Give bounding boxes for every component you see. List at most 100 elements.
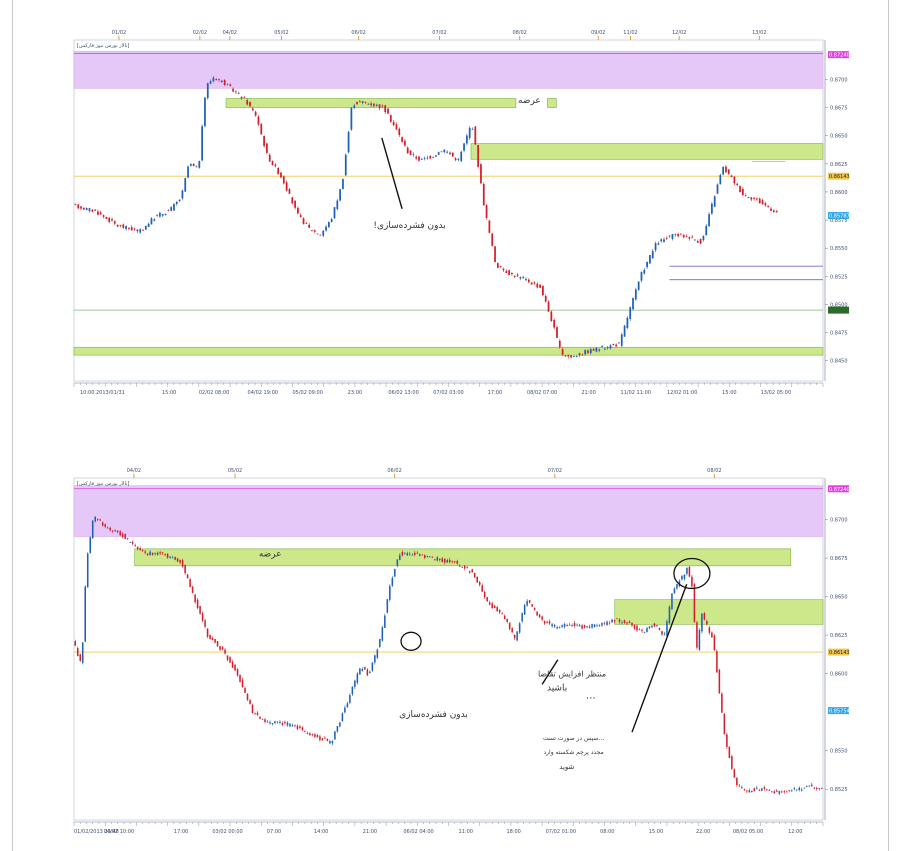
candle-body (301, 727, 304, 731)
candle-body (384, 615, 386, 628)
candle-body (781, 791, 783, 793)
candle-body (621, 622, 623, 624)
x-axis-label: 01/02/2013 23:48 (74, 829, 119, 835)
price-badge-label: 0.87240 (829, 53, 850, 59)
candles (74, 516, 823, 796)
supply-zone (134, 548, 792, 567)
candle-body (342, 179, 344, 190)
candle-body (456, 561, 459, 564)
candle-body (204, 620, 206, 627)
candle-body (229, 657, 231, 663)
candle-body (741, 188, 744, 196)
candle-body (326, 738, 329, 741)
candle-body (646, 261, 648, 268)
candle-body (568, 624, 571, 626)
x-axis-label: 17:00 (488, 390, 502, 396)
candle-body (681, 575, 683, 580)
candle-body (296, 725, 299, 729)
candle-body (125, 226, 127, 230)
candle-body (522, 277, 525, 278)
candle-body (796, 789, 798, 791)
x-axis-label: 15:00 (162, 390, 176, 396)
candle-body (94, 209, 96, 211)
candle-body (538, 614, 541, 618)
candle-body (702, 235, 705, 241)
candle-body (543, 621, 546, 624)
candle-body (476, 576, 478, 583)
candle-body (531, 604, 533, 607)
candle-body (99, 519, 101, 521)
candle-body (432, 156, 434, 158)
candle-body (159, 552, 161, 554)
candle-body (85, 208, 88, 210)
candle-body (398, 128, 401, 136)
candle-body (420, 158, 423, 160)
candle-body (623, 325, 626, 337)
candle-body (573, 356, 575, 357)
x-axis-label: 08:00 (600, 829, 614, 835)
candle-body (214, 639, 216, 643)
candle-body (603, 348, 606, 350)
candle-body (274, 721, 276, 724)
candle-body (184, 178, 187, 192)
candle-body (304, 730, 306, 732)
candle-body (220, 80, 223, 82)
top-date-label: 05/02 (228, 468, 242, 474)
x-axis-label: 04/02 10:00 (104, 829, 134, 835)
candle-body (726, 734, 728, 748)
candle-body (633, 624, 636, 629)
candle-body (473, 572, 476, 578)
candle-body (166, 553, 169, 558)
candle-body (587, 350, 589, 353)
plot-frame (73, 39, 824, 382)
top-date-label: 08/02 (707, 468, 721, 474)
candle-body (116, 530, 119, 533)
candle-body (641, 630, 643, 632)
candle-body (527, 279, 530, 283)
candle-body (373, 103, 375, 106)
x-axis-label: 14:00 (314, 829, 328, 835)
candle-body (156, 214, 158, 216)
candle-body (349, 694, 351, 703)
plot-frame (73, 477, 824, 821)
annotation-text: شوید (559, 763, 574, 771)
candle-body (719, 175, 722, 185)
candle-body (179, 560, 181, 563)
candle-body (344, 707, 346, 713)
y-axis-label: 0.8550 (830, 246, 848, 252)
top-date-label: 07/02 (548, 468, 562, 474)
candle-body (86, 553, 89, 588)
candle-body (556, 627, 558, 629)
candle-body (97, 211, 99, 215)
candle-body (691, 236, 694, 238)
candle-body (251, 108, 254, 111)
candle-body (111, 219, 113, 221)
candle-body (634, 289, 637, 300)
candle-body (696, 622, 698, 648)
candle-body (523, 604, 526, 615)
candle-body (502, 268, 505, 271)
candle-body (234, 664, 236, 671)
candle-body (546, 621, 548, 623)
x-axis-label: 03/02 00:00 (212, 829, 242, 835)
candle-body (106, 527, 109, 529)
candle-body (256, 712, 259, 715)
annotation-line (541, 659, 559, 685)
candle-body (314, 734, 316, 737)
candle-body (336, 200, 339, 210)
candle-body (725, 166, 727, 173)
candle-body (319, 234, 322, 236)
candle-body (226, 83, 229, 85)
candle-body (805, 785, 808, 787)
candle-body (101, 522, 104, 526)
candle-body (773, 791, 776, 794)
candle-body (387, 108, 389, 114)
price-badge-label: 0.87240 (829, 487, 850, 493)
price-badge-label: 0.86143 (829, 650, 850, 656)
candle-body (448, 559, 451, 563)
candle-body (488, 602, 491, 605)
candle-body (91, 209, 94, 212)
candle-body (333, 207, 336, 219)
candle-body (181, 190, 184, 199)
candle-body (443, 149, 446, 153)
